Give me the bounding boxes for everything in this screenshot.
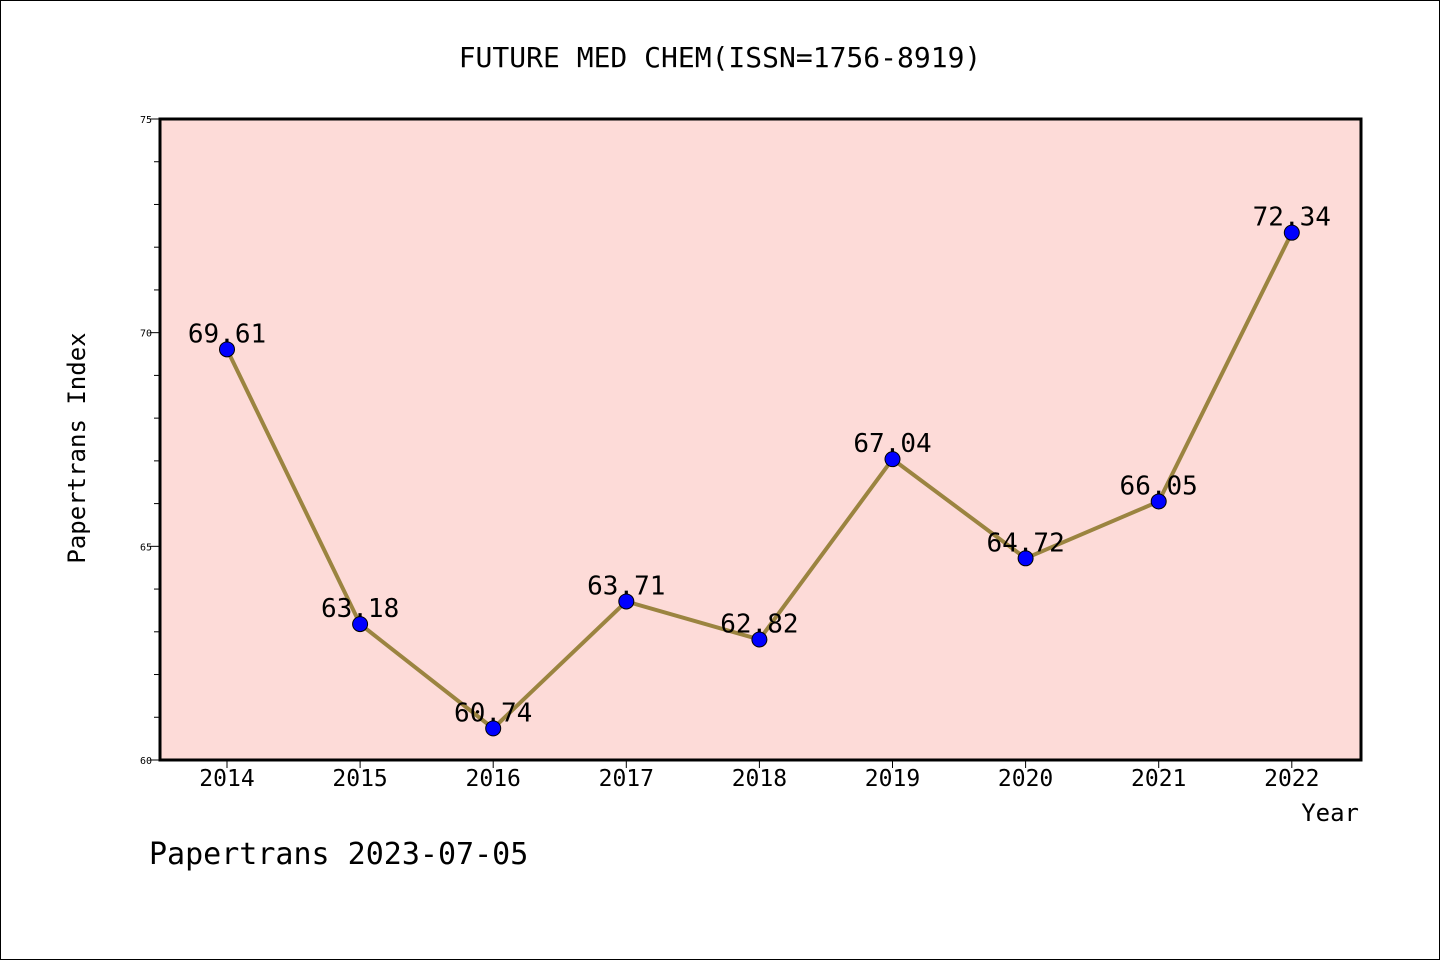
data-point [352, 616, 369, 633]
x-tick-label: 2014 [199, 766, 254, 792]
data-label: 69.61 [188, 319, 266, 349]
data-point [1017, 550, 1034, 567]
data-point [485, 720, 502, 737]
plot-area [158, 117, 1363, 762]
x-tick-label: 2021 [1131, 766, 1186, 792]
x-tick-label: 2020 [998, 766, 1053, 792]
x-axis-label: Year [1301, 799, 1359, 827]
x-tick-label: 2015 [332, 766, 387, 792]
chart-title: FUTURE MED CHEM(ISSN=1756-8919) [459, 41, 982, 74]
x-tick-label: 2017 [599, 766, 654, 792]
y-tick-label: 75 [140, 115, 152, 126]
data-labels: 69.61 63.18 60.74 63.71 62.82 67.04 64.72 66.05… [188, 203, 1331, 729]
data-point [1150, 493, 1167, 510]
data-point [219, 341, 235, 358]
data-point [1283, 224, 1300, 241]
x-axis: 2014 2015 2016 2017 2018 2019 2020 2021 2022 [199, 760, 1319, 792]
y-tick-label: 60 [140, 756, 152, 767]
x-tick-label: 2016 [466, 766, 521, 792]
y-minor-ticks [154, 161, 160, 718]
footer-credit: Papertrans 2023-07-05 [149, 837, 528, 872]
y-axis-label: Papertrans Index [63, 332, 91, 563]
data-point [618, 593, 635, 610]
data-markers [219, 224, 1300, 737]
data-label: 67.04 [853, 429, 931, 459]
y-tick-label: 70 [140, 329, 152, 340]
data-label: 63.71 [587, 571, 665, 601]
data-point [884, 451, 901, 468]
data-label: 62.82 [720, 609, 798, 639]
y-tick-label: 65 [140, 542, 152, 553]
x-tick-label: 2022 [1264, 766, 1319, 792]
x-tick-label: 2019 [865, 766, 920, 792]
x-tick-label: 2018 [732, 766, 787, 792]
data-label: 60.74 [454, 698, 532, 728]
data-label: 63.18 [321, 594, 399, 624]
data-label: 66.05 [1120, 471, 1198, 501]
data-point [751, 631, 768, 648]
y-axis: 60 65 70 75 [140, 115, 160, 767]
data-label: 64.72 [986, 528, 1064, 558]
data-label: 72.34 [1253, 203, 1331, 233]
